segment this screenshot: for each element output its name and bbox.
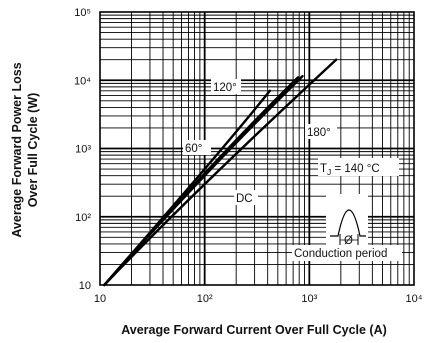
tj-sub: J [327,167,331,177]
x-tick-label: 10³ [301,293,317,305]
x-axis-title: Average Forward Current Over Full Cycle … [121,323,387,337]
y-tick-label: 10³ [75,144,91,156]
x-axis-ticks: 10 10² 10³ 10⁴ [94,293,423,305]
label-dc-text: DC [236,193,253,205]
tj-value: = 140 °C [331,163,379,175]
label-120: 120° [211,79,241,94]
tj-annotation: TJ = 140 °C [318,158,399,177]
y-axis-title-line1: Average Forward Power Loss [10,62,24,237]
series-line-dc [103,58,338,287]
label-60: 60° [183,140,211,155]
y-tick-label: 10⁴ [74,75,91,87]
y-tick-label: 10 [79,280,91,292]
label-dc: DC [234,190,258,205]
conduction-label: Conduction period [294,248,387,260]
conduction-inset: Ø Conduction period [292,194,402,261]
label-120-text: 120° [213,82,237,94]
label-180: 180° [305,124,337,139]
conduction-waveform [330,209,366,237]
label-180-text: 180° [307,127,331,139]
y-axis-ticks: 10 10² 10³ 10⁴ 10⁵ [74,7,91,292]
svg-text:TJ = 140 °C: TJ = 140 °C [320,163,380,177]
x-tick-label: 10² [197,293,213,305]
phi-label: Ø [344,235,353,247]
x-tick-label: 10⁴ [406,293,423,305]
series-layer [103,58,338,287]
x-tick-label: 10 [94,293,106,305]
label-60-text: 60° [185,143,202,155]
series-line-180 [103,74,304,287]
y-axis-title-line2: Over Full Cycle (W) [26,93,40,208]
plot-frame [99,11,415,286]
y-tick-label: 10² [75,212,91,224]
y-tick-label: 10⁵ [74,7,91,19]
tj-label: T [320,163,327,175]
